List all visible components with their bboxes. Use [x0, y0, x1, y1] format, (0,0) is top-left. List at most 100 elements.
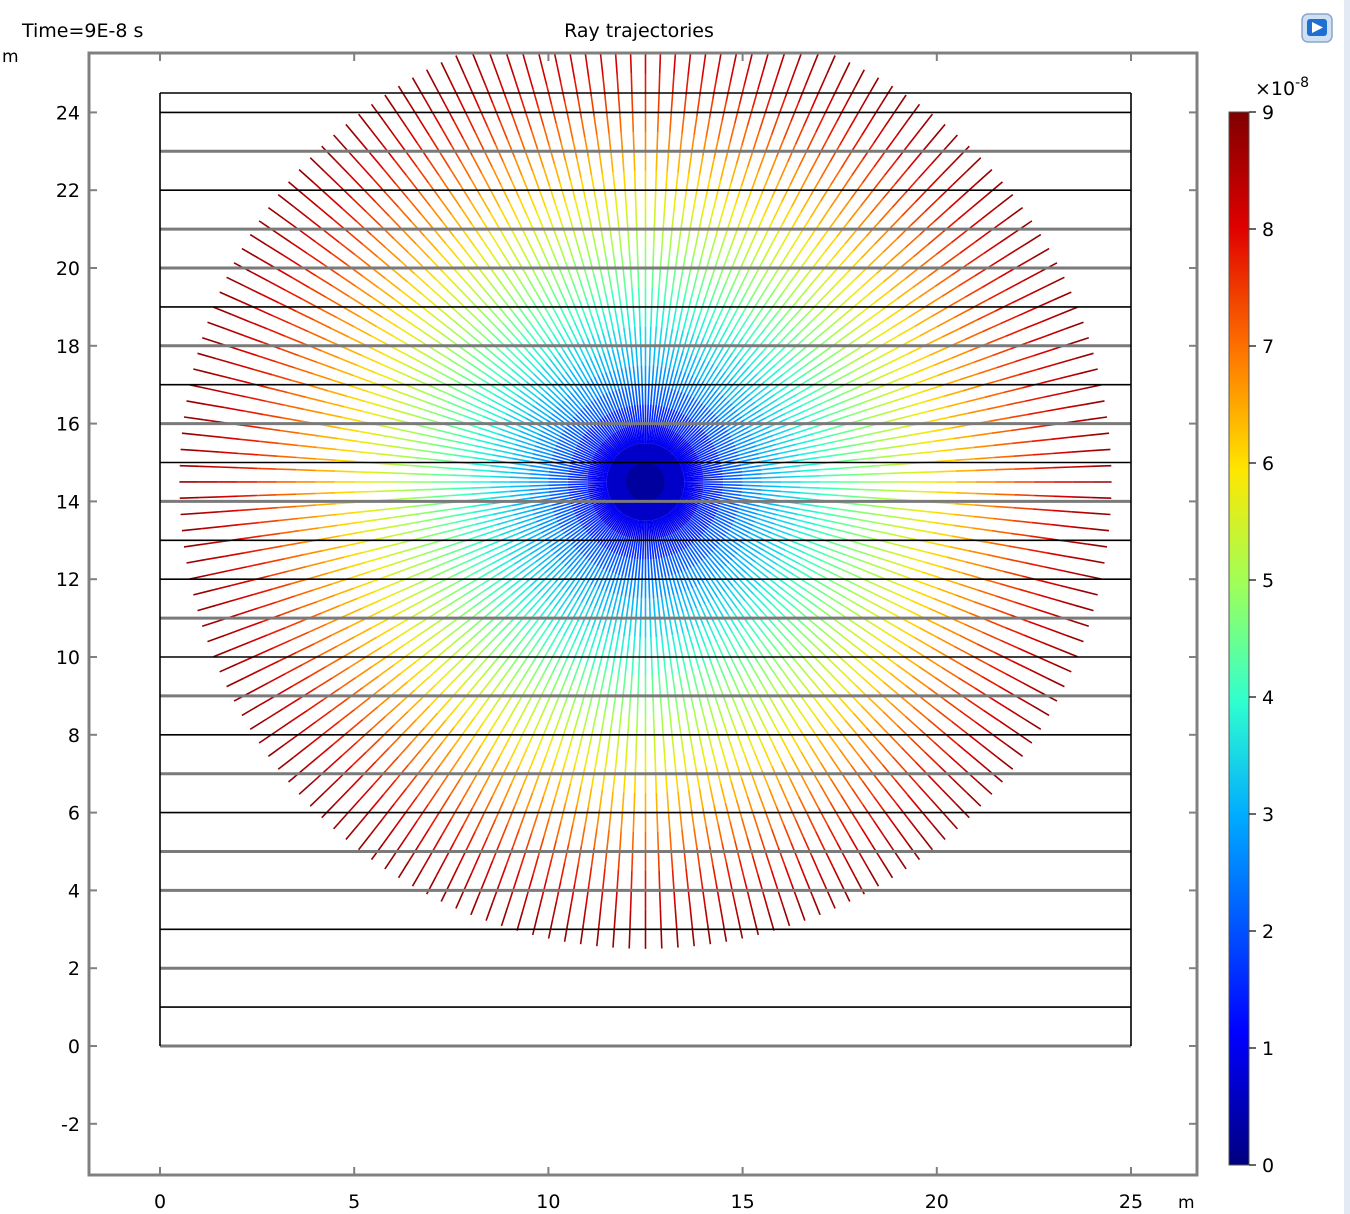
ray-segment: [996, 360, 1016, 369]
ray-segment: [514, 443, 534, 451]
ray-segment: [514, 513, 534, 521]
ray-segment: [652, 519, 659, 540]
ray-segment: [573, 79, 579, 100]
ray-segment: [927, 551, 948, 558]
ray-segment: [662, 430, 674, 448]
ray-segment: [683, 469, 703, 475]
ray-segment: [258, 257, 276, 269]
ray-segment: [729, 529, 747, 541]
ray-segment: [572, 501, 592, 510]
ray-segment: [666, 152, 670, 172]
ray-segment: [874, 437, 895, 443]
ray-segment: [341, 208, 358, 223]
ray-segment: [384, 94, 397, 112]
ray-segment: [896, 452, 916, 457]
ray-segment: [607, 484, 627, 490]
ray-segment: [650, 424, 655, 444]
ray-segment: [542, 777, 551, 797]
ray-segment: [699, 361, 711, 380]
ray-segment: [874, 521, 895, 527]
ray-segment: [699, 384, 712, 402]
ray-segment: [768, 788, 778, 807]
ray-segment: [658, 558, 664, 578]
ray-segment: [880, 298, 898, 312]
ray-segment: [607, 473, 627, 479]
ray-segment: [781, 206, 793, 225]
ray-segment: [498, 739, 510, 758]
ray-segment: [1012, 440, 1032, 445]
ray-segment: [1070, 525, 1090, 530]
ray-segment: [692, 357, 702, 376]
ray-segment: [703, 487, 723, 491]
ray-segment: [688, 355, 698, 375]
ray-segment: [447, 357, 465, 370]
ray-segment: [403, 633, 421, 646]
ray-segment: [728, 562, 744, 578]
ray-segment: [704, 389, 718, 406]
ray-segment: [230, 377, 250, 384]
ray-segment: [630, 425, 637, 445]
ray-segment: [393, 711, 409, 726]
ray-segment: [1005, 626, 1024, 636]
ray-segment: [806, 590, 824, 603]
ray-segment: [630, 499, 639, 519]
ray-segment: [991, 529, 1012, 535]
app-icon[interactable]: [1298, 10, 1336, 48]
ray-segment: [586, 380, 598, 399]
ray-segment: [775, 806, 785, 825]
ray-segment: [429, 561, 448, 571]
ray-segment: [618, 230, 622, 250]
ray-segment: [316, 458, 336, 461]
ray-segment: [489, 734, 501, 752]
ray-segment: [906, 556, 926, 564]
ray: [644, 481, 728, 942]
ray-segment: [226, 677, 245, 688]
ray-segment: [771, 532, 790, 541]
ray-segment: [621, 347, 627, 368]
ray-segment: [462, 229, 475, 247]
ray-segment: [848, 110, 860, 129]
ray-segment: [1015, 695, 1033, 707]
ray-segment: [659, 909, 662, 930]
ray-segment: [672, 508, 688, 524]
ray-segment: [405, 553, 425, 561]
ray-segment: [754, 521, 774, 530]
ray-segment: [476, 568, 495, 580]
ray-segment: [868, 353, 886, 364]
ray-segment: [379, 724, 395, 740]
ray-segment: [780, 495, 801, 499]
ray-segment: [530, 324, 544, 341]
ray-segment: [253, 368, 273, 376]
ray-segment: [510, 549, 529, 561]
ray-segment: [844, 228, 859, 245]
ray-segment: [562, 596, 575, 615]
ray-segment: [959, 319, 978, 330]
ray-segment: [299, 432, 319, 437]
ray-segment: [413, 456, 434, 461]
ray-segment: [457, 689, 472, 706]
ray-segment: [721, 541, 738, 555]
ray-segment: [607, 511, 622, 528]
ray-segment: [362, 706, 379, 721]
ray-segment: [532, 600, 547, 617]
ray-segment: [267, 626, 286, 636]
ray-segment: [669, 113, 672, 133]
ray-segment: [987, 553, 1007, 560]
ray-segment: [658, 518, 667, 538]
ray-segment: [369, 818, 384, 835]
ray-segment: [658, 890, 662, 910]
ray-segment: [911, 354, 930, 365]
ray-segment: [732, 362, 747, 379]
ray-segment: [951, 350, 970, 359]
ray-segment: [299, 527, 319, 532]
ray-segment: [767, 911, 775, 931]
ray-segment: [569, 555, 584, 572]
ray-segment: [812, 696, 826, 713]
ray-segment: [654, 519, 661, 539]
ray-segment: [640, 443, 645, 463]
ray-segment: [566, 424, 584, 437]
ray-segment: [1015, 257, 1033, 269]
ray-segment: [339, 427, 359, 433]
ray-segment: [703, 363, 715, 382]
ray-segment: [268, 387, 288, 394]
